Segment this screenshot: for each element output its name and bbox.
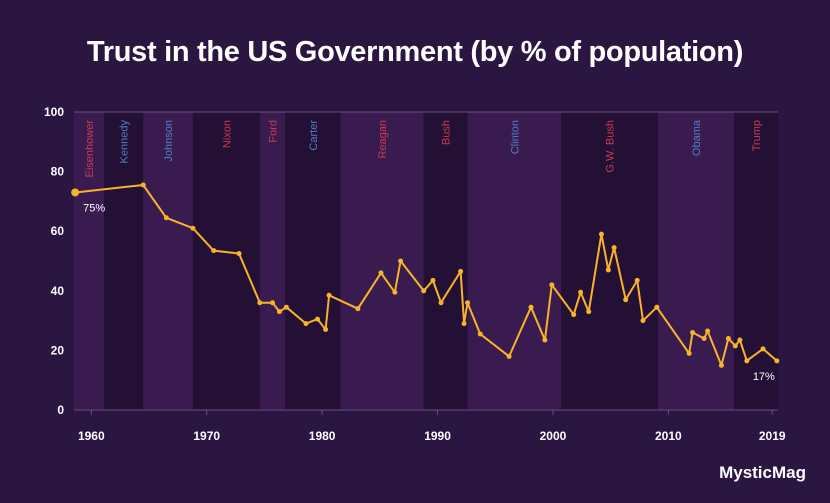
data-point bbox=[701, 335, 707, 341]
presidency-band-kennedy bbox=[104, 112, 144, 410]
presidency-band-reagan bbox=[340, 112, 424, 410]
data-point bbox=[461, 321, 467, 327]
data-point bbox=[315, 316, 321, 322]
data-point bbox=[190, 225, 196, 231]
data-point bbox=[211, 248, 217, 254]
data-point bbox=[686, 350, 692, 356]
y-tick-label: 60 bbox=[51, 224, 65, 238]
data-point bbox=[578, 289, 584, 295]
data-point bbox=[378, 270, 384, 276]
presidency-label: Eisenhower bbox=[84, 120, 96, 178]
data-point bbox=[549, 282, 555, 288]
data-point bbox=[705, 328, 711, 334]
data-point bbox=[430, 277, 436, 283]
presidency-label: Nixon bbox=[221, 120, 233, 148]
y-tick-label: 0 bbox=[57, 403, 64, 417]
y-tick-label: 20 bbox=[51, 343, 65, 357]
x-tick-label: 1960 bbox=[78, 429, 105, 443]
data-point bbox=[737, 337, 743, 343]
data-point bbox=[355, 306, 361, 312]
data-point bbox=[326, 292, 332, 298]
data-label: 75% bbox=[83, 202, 105, 214]
data-point bbox=[283, 304, 289, 310]
presidency-label: Carter bbox=[308, 120, 320, 151]
data-point bbox=[623, 297, 629, 303]
y-tick-label: 100 bbox=[44, 105, 64, 119]
data-point bbox=[774, 358, 780, 364]
x-tick-label: 2010 bbox=[655, 429, 682, 443]
data-point bbox=[71, 188, 80, 197]
data-point bbox=[398, 258, 404, 264]
data-point bbox=[270, 300, 276, 306]
data-point bbox=[598, 231, 604, 237]
x-tick-label: 2019 bbox=[759, 429, 786, 443]
presidency-band-clinton bbox=[467, 112, 562, 410]
presidency-band-bush bbox=[423, 112, 468, 410]
data-point bbox=[605, 267, 611, 273]
data-point bbox=[732, 343, 738, 349]
data-point bbox=[458, 268, 464, 274]
data-point bbox=[542, 337, 548, 343]
data-point bbox=[438, 300, 444, 306]
data-point bbox=[236, 251, 242, 257]
brand-logo: MysticMag bbox=[719, 463, 806, 482]
presidency-label: Kennedy bbox=[119, 120, 131, 164]
data-point bbox=[528, 304, 534, 310]
x-tick-label: 1980 bbox=[309, 429, 336, 443]
presidency-label: Trump bbox=[751, 120, 763, 151]
presidency-label: Clinton bbox=[509, 120, 521, 154]
data-point bbox=[276, 309, 282, 315]
chart-title: Trust in the US Government (by % of popu… bbox=[86, 36, 744, 68]
presidency-label: Reagan bbox=[377, 120, 389, 159]
data-point bbox=[744, 358, 750, 364]
presidency-label: Bush bbox=[441, 120, 453, 145]
data-point bbox=[634, 277, 640, 283]
presidency-band-nixon bbox=[192, 112, 260, 410]
data-point bbox=[392, 289, 398, 295]
y-tick-label: 40 bbox=[51, 284, 65, 298]
data-point bbox=[760, 346, 766, 352]
presidency-label: G.W. Bush bbox=[605, 120, 617, 173]
data-point bbox=[323, 327, 329, 333]
data-point bbox=[571, 312, 577, 318]
data-point bbox=[465, 300, 471, 306]
presidency-band-ford bbox=[259, 112, 286, 410]
x-tick-label: 2000 bbox=[540, 429, 567, 443]
data-point bbox=[140, 182, 146, 188]
presidency-band-obama bbox=[657, 112, 735, 410]
data-point bbox=[163, 215, 169, 221]
presidency-band-carter bbox=[285, 112, 341, 410]
y-tick-label: 80 bbox=[51, 165, 65, 179]
data-point bbox=[725, 335, 731, 341]
presidency-label: Johnson bbox=[163, 120, 175, 162]
data-label: 17% bbox=[753, 371, 775, 383]
data-point bbox=[303, 321, 309, 327]
data-point bbox=[506, 353, 512, 359]
data-point bbox=[257, 300, 263, 306]
data-point bbox=[654, 304, 660, 310]
data-point bbox=[611, 245, 617, 251]
presidency-label: Obama bbox=[691, 119, 703, 156]
presidency-band-johnson bbox=[143, 112, 193, 410]
presidency-band-eisenhower bbox=[74, 112, 105, 410]
x-tick-label: 1990 bbox=[424, 429, 451, 443]
data-point bbox=[477, 331, 483, 337]
data-point bbox=[718, 362, 724, 368]
data-point bbox=[421, 288, 427, 294]
presidency-band-trump bbox=[734, 112, 778, 410]
presidency-label: Ford bbox=[268, 120, 280, 143]
data-point bbox=[586, 309, 592, 315]
data-point bbox=[640, 318, 646, 324]
data-point bbox=[690, 330, 696, 336]
presidency-band-g-w-bush bbox=[561, 112, 658, 410]
x-tick-label: 1970 bbox=[193, 429, 220, 443]
